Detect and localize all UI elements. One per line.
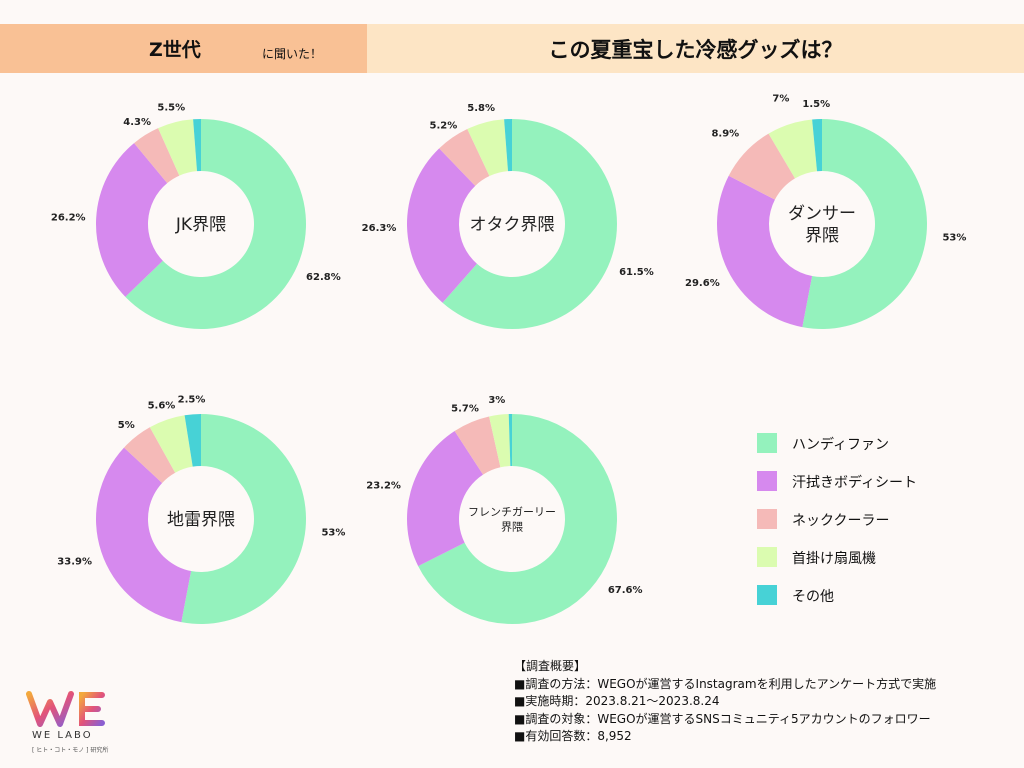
donut-slice — [124, 427, 176, 483]
legend-swatch — [757, 509, 777, 529]
donut-slice — [407, 431, 484, 567]
donut-slice — [193, 119, 201, 172]
slice-label: 29.6% — [685, 278, 720, 289]
slice-label: 4.3% — [123, 117, 151, 128]
donut-slice — [728, 133, 796, 200]
legend-label: 汗拭きボディシート — [792, 475, 918, 491]
slice-label: 53% — [321, 528, 345, 539]
survey-target: ■調査の対象：WEGOが運営するSNSコミュニティ5アカウントのフォロワー — [514, 711, 931, 726]
header-left-band — [0, 24, 367, 73]
legend-swatch — [757, 433, 777, 453]
donut-center-label: オタク界隈 — [470, 215, 555, 235]
slice-label: 2.5% — [178, 394, 206, 405]
donut-slice — [508, 414, 512, 467]
slice-label: 67.6% — [608, 585, 643, 596]
donut-slice — [125, 119, 307, 329]
donut-slice — [158, 119, 198, 176]
slice-label: 8.9% — [711, 129, 739, 140]
donut-chart: 53% 33.9% 5% 5.6%2.5% 地雷界隈 — [57, 394, 345, 624]
donut-slice — [489, 414, 511, 468]
donut-slice — [454, 416, 501, 475]
legend-label: ネッククーラー — [792, 513, 890, 529]
logo-sub: [ ヒト・コト・モノ ] 研究所 — [32, 747, 109, 754]
we-logo-icon — [26, 691, 105, 727]
logo-name: WE LABO — [32, 730, 93, 741]
survey-method: ■調査の方法：WEGOが運営するInstagramを利用したアンケート方式で実施 — [514, 676, 937, 691]
legend-label: その他 — [792, 589, 834, 605]
donut-center-label: JK界隈 — [175, 215, 226, 235]
donut-slice — [768, 119, 818, 179]
donut-slice — [812, 119, 822, 172]
donut-slice — [96, 143, 168, 297]
survey-responses: ■有効回答数：8,952 — [514, 729, 632, 743]
donut-slice — [467, 119, 509, 177]
slice-label: 26.3% — [362, 223, 397, 234]
slice-label: 26.2% — [51, 212, 86, 223]
slice-label: 61.5% — [619, 267, 654, 278]
survey-period: ■実施時期：2023.8.21〜2023.8.24 — [514, 694, 720, 708]
we-labo-logo: WE LABO [ ヒト・コト・モノ ] 研究所 — [26, 690, 110, 758]
donut-slice — [181, 414, 307, 624]
slice-label: 1.5% — [802, 99, 830, 110]
header-right-band — [367, 24, 1024, 73]
donut-slice — [442, 119, 617, 329]
survey-summary: 【調査概要】 ■調査の方法：WEGOが運営するInstagramを利用したアンケ… — [514, 658, 936, 746]
header-asked: に聞いた！ — [262, 47, 323, 61]
slice-label: 23.2% — [366, 480, 401, 491]
slice-label: 5.7% — [451, 404, 479, 415]
donut-center-label: 地雷界隈 — [167, 510, 235, 530]
donut-chart: 62.8% 26.2% 4.3% 5.5% JK界隈 — [51, 103, 341, 329]
slice-label: 3% — [488, 395, 505, 406]
slice-label: 7% — [772, 94, 789, 105]
donut-slice — [716, 175, 813, 328]
slice-label: 53% — [942, 233, 966, 244]
slice-label: 5.2% — [429, 120, 457, 131]
slice-label: 5.5% — [157, 103, 185, 114]
donut-slice — [134, 128, 180, 184]
legend-label: 首掛け扇風機 — [792, 551, 876, 567]
donut-slice — [439, 128, 490, 186]
survey-heading: 【調査概要】 — [514, 659, 587, 673]
donut-slice — [149, 415, 193, 473]
slice-label: 5.6% — [148, 401, 176, 412]
legend-swatch — [757, 547, 777, 567]
slice-label: 5% — [118, 420, 135, 431]
header-question: この夏重宝した冷感グッズは？ — [548, 38, 843, 62]
donut-chart: 61.5% 26.3% 5.2% 5.8% オタク界隈 — [362, 103, 654, 329]
donut-slice — [407, 148, 477, 303]
legend-label: ハンディファン — [792, 437, 890, 453]
legend-swatch — [757, 585, 777, 605]
donut-center-label: 界隈 — [501, 521, 523, 534]
header-generation: Z世代 — [149, 39, 201, 61]
donut-center-label: フレンチガーリー — [468, 506, 556, 519]
donut-slice — [504, 119, 512, 172]
donut-slice — [802, 119, 927, 329]
slice-label: 62.8% — [306, 272, 341, 283]
donut-center-label: 界隈 — [805, 226, 839, 246]
legend-swatch — [757, 471, 777, 491]
donut-slice — [96, 447, 192, 623]
donut-center-label: ダンサー — [788, 204, 856, 224]
donut-slice — [184, 414, 201, 467]
donut-slice — [418, 414, 617, 624]
slice-label: 5.8% — [467, 103, 495, 114]
slice-label: 33.9% — [57, 556, 92, 567]
